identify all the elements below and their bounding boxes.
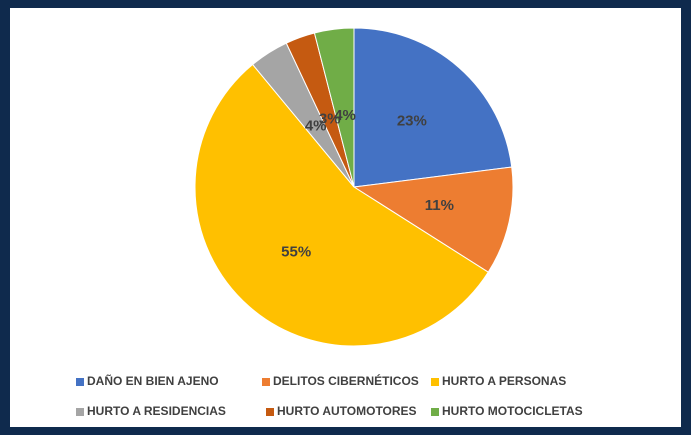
data-label: 23% — [397, 112, 427, 129]
legend-swatch — [266, 408, 274, 416]
pie-slice — [313, 27, 355, 188]
legend-swatch — [431, 408, 439, 416]
data-label: 4% — [334, 107, 356, 124]
legend-label: HURTO AUTOMOTORES — [277, 404, 417, 418]
data-label: 11% — [425, 197, 454, 214]
legend-label: HURTO MOTOCICLETAS — [442, 404, 583, 418]
legend-label: DAÑO EN BIEN AJENO — [87, 373, 219, 388]
legend-label: DELITOS CIBERNÉTICOS — [273, 373, 419, 388]
pie-slice — [353, 27, 513, 188]
pie-slice — [352, 166, 514, 273]
legend-swatch — [431, 378, 439, 386]
data-label: 55% — [281, 244, 311, 261]
pie-slice — [194, 63, 489, 347]
data-label: 3% — [319, 111, 341, 128]
legend-swatch — [76, 408, 84, 416]
legend-swatch — [76, 378, 84, 386]
data-label: 4% — [305, 118, 327, 135]
legend-label: HURTO A PERSONAS — [442, 374, 566, 388]
legend-label: HURTO A RESIDENCIAS — [87, 404, 226, 418]
legend-swatch — [262, 378, 270, 386]
